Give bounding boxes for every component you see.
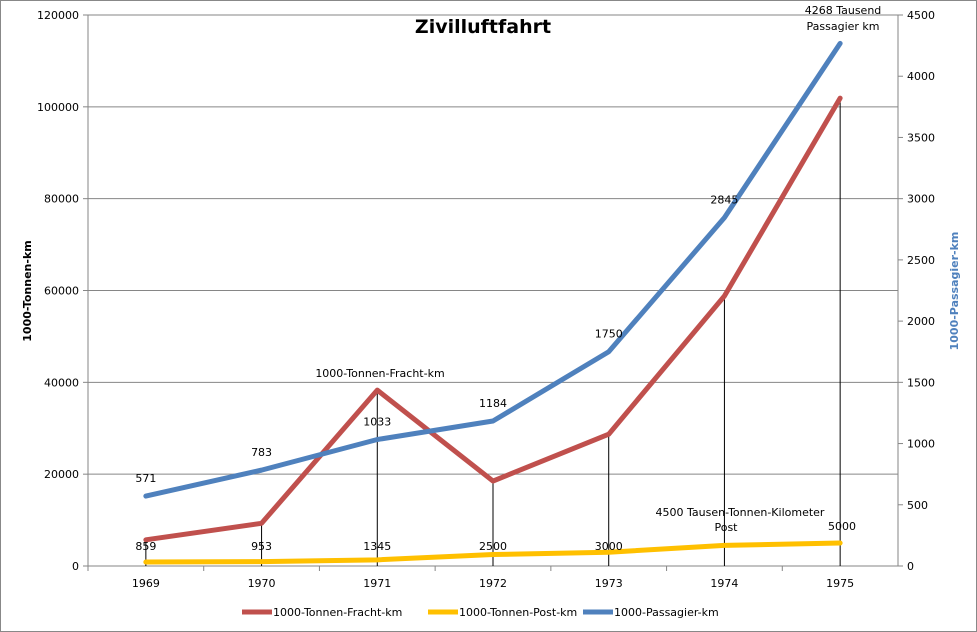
y2-tick-label: 3500 bbox=[907, 131, 935, 144]
data-label: 1033 bbox=[363, 416, 391, 429]
annotation-fracht: 1000-Tonnen-Fracht-km bbox=[315, 367, 444, 380]
y-tick-label: 40000 bbox=[44, 376, 79, 389]
series-line-1 bbox=[143, 540, 843, 565]
legend-label: 1000-Passagier-km bbox=[614, 606, 719, 619]
x-tick-label: 1975 bbox=[826, 577, 854, 590]
y2-tick-label: 2000 bbox=[907, 315, 935, 328]
annotation-pass-line1: 4268 Tausend bbox=[805, 4, 882, 17]
y-tick-label: 100000 bbox=[37, 101, 79, 114]
y-axis-title: 1000-Tonnen-km bbox=[21, 240, 34, 341]
data-label: 1750 bbox=[595, 328, 623, 341]
data-label: 859 bbox=[135, 540, 156, 553]
y2-tick-label: 500 bbox=[907, 499, 928, 512]
x-tick-label: 1970 bbox=[248, 577, 276, 590]
data-label: 1345 bbox=[363, 540, 391, 553]
x-tick-label: 1971 bbox=[363, 577, 391, 590]
data-label: 953 bbox=[251, 540, 272, 553]
data-label: 1184 bbox=[479, 397, 507, 410]
data-label: 2845 bbox=[710, 194, 738, 207]
legend-label: 1000-Tonnen-Fracht-km bbox=[273, 606, 402, 619]
annotation-pass-line2: Passagier km bbox=[807, 20, 880, 33]
y2-tick-label: 1500 bbox=[907, 376, 935, 389]
y-tick-label: 80000 bbox=[44, 193, 79, 206]
x-tick-label: 1973 bbox=[595, 577, 623, 590]
y-tick-label: 120000 bbox=[37, 9, 79, 22]
y2-tick-label: 2500 bbox=[907, 254, 935, 267]
x-tick-label: 1969 bbox=[132, 577, 160, 590]
x-tick-label: 1972 bbox=[479, 577, 507, 590]
annotation-post-1975: 5000 bbox=[828, 520, 856, 533]
y-tick-label: 0 bbox=[72, 560, 79, 573]
annotation-post-line2: Post bbox=[714, 521, 738, 534]
data-label: 3000 bbox=[595, 540, 623, 553]
y-tick-label: 60000 bbox=[44, 285, 79, 298]
legend-label: 1000-Tonnen-Post-km bbox=[459, 606, 577, 619]
series-line-0 bbox=[143, 95, 843, 543]
y2-tick-label: 4500 bbox=[907, 9, 935, 22]
y2-tick-label: 4000 bbox=[907, 70, 935, 83]
y2-tick-label: 0 bbox=[907, 560, 914, 573]
y2-tick-label: 3000 bbox=[907, 193, 935, 206]
chart-title: Zivilluftfahrt bbox=[415, 16, 551, 38]
series-line-2 bbox=[143, 40, 843, 499]
x-tick-label: 1974 bbox=[710, 577, 738, 590]
data-label: 2500 bbox=[479, 540, 507, 553]
y2-axis-title: 1000-Passagier-km bbox=[948, 232, 961, 351]
data-label: 571 bbox=[135, 472, 156, 485]
y2-tick-label: 1000 bbox=[907, 438, 935, 451]
data-label: 783 bbox=[251, 446, 272, 459]
y-tick-label: 20000 bbox=[44, 468, 79, 481]
annotation-post-line1: 4500 Tausen-Tonnen-Kilometer bbox=[656, 506, 825, 519]
